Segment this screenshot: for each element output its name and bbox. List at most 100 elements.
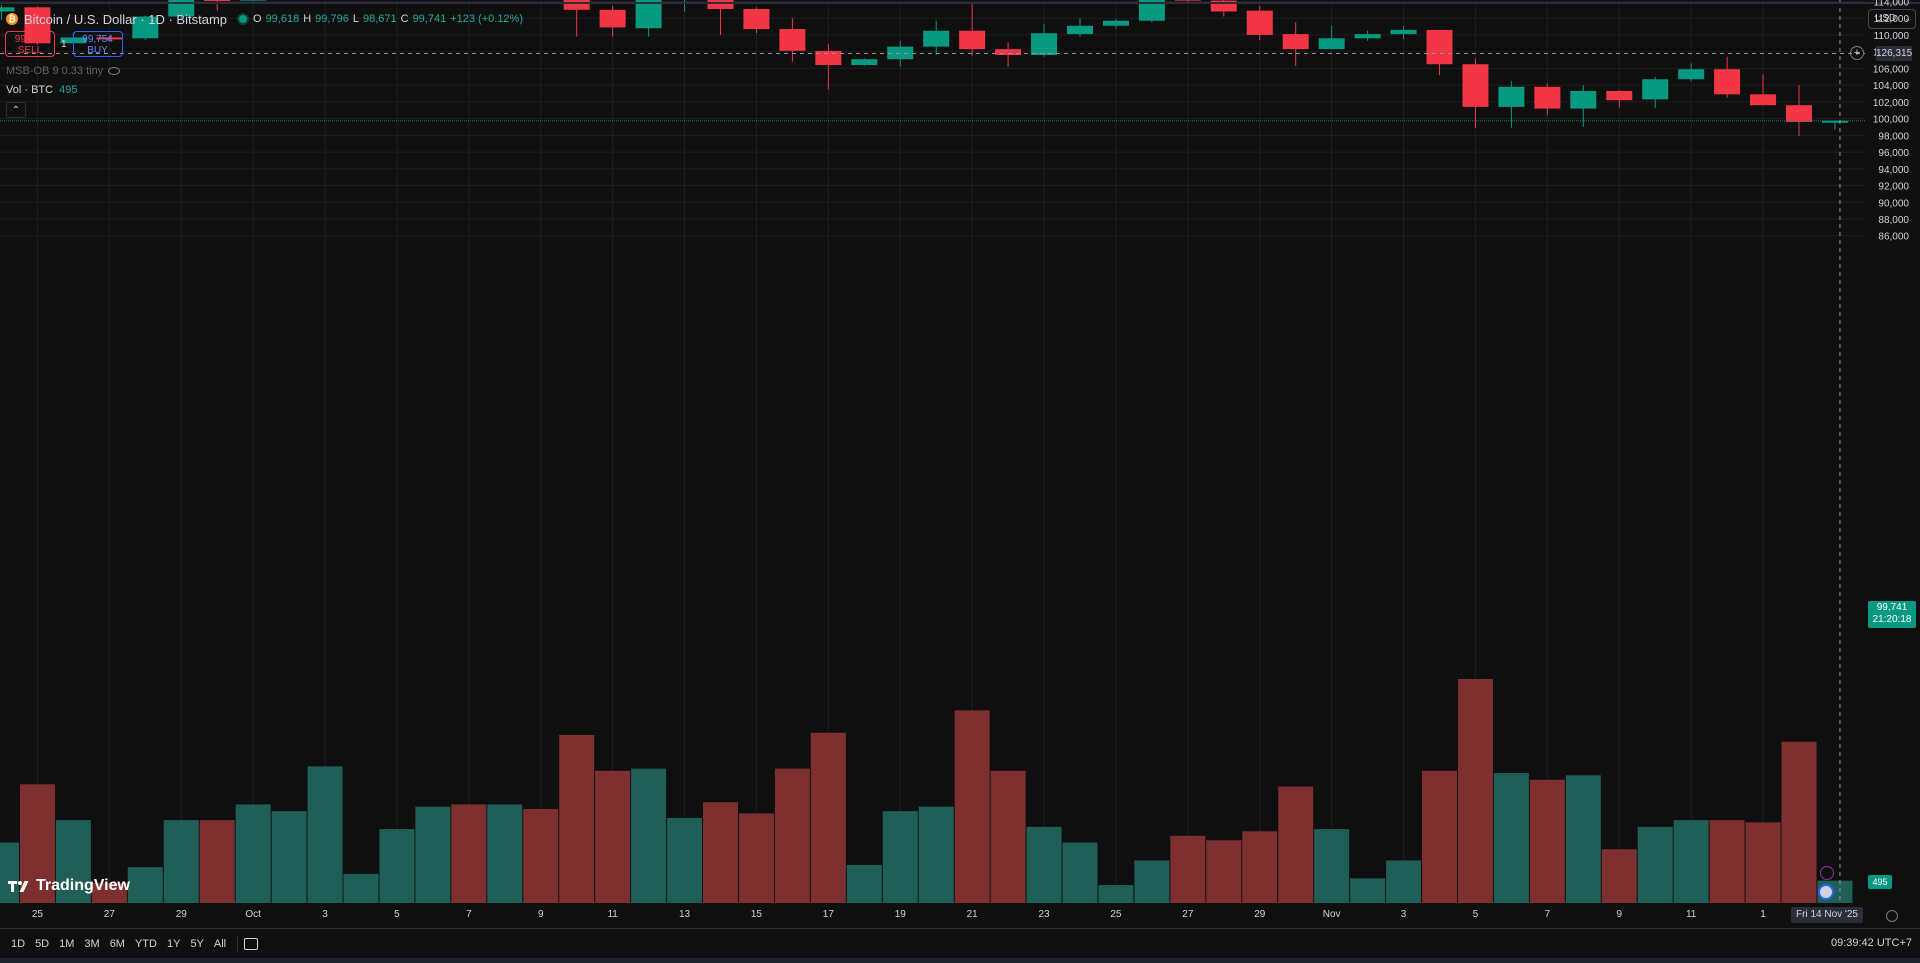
candle-body bbox=[1246, 10, 1273, 35]
candle bbox=[1786, 85, 1812, 137]
currency-select[interactable]: USD ⌄ bbox=[1868, 9, 1916, 29]
period-ytd[interactable]: YTD bbox=[134, 937, 157, 950]
ohlc-open-value: 99,618 bbox=[265, 13, 300, 25]
spread-value: 1 bbox=[61, 38, 67, 50]
candle-body bbox=[96, 37, 123, 40]
candle-body bbox=[1102, 20, 1129, 26]
chevron-down-icon: ⌄ bbox=[1904, 14, 1911, 23]
time-tick-label: 3 bbox=[1401, 909, 1407, 920]
candle-body bbox=[1462, 64, 1489, 107]
indicator-msb-legend[interactable]: MSB-OB 9 0.33 tiny bbox=[6, 65, 121, 77]
period-5y[interactable]: 5Y bbox=[190, 937, 204, 950]
time-tick-label: 15 bbox=[751, 909, 763, 920]
volume-bar bbox=[954, 710, 990, 903]
candle-body bbox=[1534, 86, 1561, 109]
sell-button[interactable]: 99,753 SELL bbox=[5, 31, 55, 57]
buy-label: BUY bbox=[87, 45, 108, 56]
price-tick-label: 104,000 bbox=[1873, 81, 1910, 92]
calendar-icon[interactable] bbox=[244, 937, 259, 950]
eye-hidden-icon[interactable] bbox=[108, 67, 121, 75]
candle-body bbox=[1138, 0, 1165, 21]
candle bbox=[0, 4, 15, 20]
candlesticks bbox=[0, 0, 1848, 137]
volume-bar bbox=[1601, 849, 1637, 903]
volume-bar bbox=[738, 813, 774, 903]
candle-body bbox=[923, 30, 950, 47]
price-tick-label: 92,000 bbox=[1878, 182, 1909, 193]
volume-bar bbox=[774, 768, 810, 903]
us-flag-event-icon[interactable] bbox=[1818, 884, 1834, 900]
symbol-title[interactable]: Bitcoin / U.S. Dollar · 1D · Bitstamp bbox=[24, 11, 227, 27]
candle bbox=[168, 0, 195, 20]
period-3m[interactable]: 3M bbox=[84, 937, 100, 950]
tradingview-wordmark: TradingView bbox=[36, 877, 130, 894]
candle bbox=[1821, 120, 1848, 130]
last-price-value: 99,741 bbox=[1876, 602, 1908, 613]
collapse-legend-button[interactable]: ⌃ bbox=[6, 102, 26, 118]
candle-body bbox=[599, 9, 626, 28]
clock-readout[interactable]: 09:39:42 UTC+7 bbox=[1830, 937, 1912, 949]
volume-bar bbox=[271, 811, 307, 903]
period-all[interactable]: All bbox=[213, 937, 227, 950]
period-1m[interactable]: 1M bbox=[59, 937, 75, 950]
volume-bar bbox=[55, 820, 91, 903]
event-icon[interactable] bbox=[1820, 866, 1834, 880]
ohlc-change: +123 (+0.12%) bbox=[450, 13, 523, 25]
candle bbox=[815, 44, 842, 90]
time-tick-label: 29 bbox=[176, 909, 188, 920]
candle-body bbox=[887, 46, 914, 60]
tradingview-logo[interactable]: TradingView bbox=[8, 877, 130, 895]
period-1y[interactable]: 1Y bbox=[166, 937, 181, 950]
candle-body bbox=[1031, 33, 1058, 56]
candle-body bbox=[240, 0, 267, 1]
candle-body bbox=[168, 0, 195, 17]
sell-label: SELL bbox=[17, 45, 43, 56]
candle bbox=[779, 18, 806, 62]
time-axis: 25 27 29 Oct 3 5 7 9 11 13 15 17 19 21 23 25 27 29 Nov 3 5 7 9… bbox=[32, 909, 1766, 920]
time-tick-label: 1 bbox=[1760, 909, 1766, 920]
candle bbox=[1354, 30, 1381, 41]
indicator-volume-legend[interactable]: Vol · BTC 495 bbox=[6, 84, 77, 96]
volume-bar bbox=[667, 817, 703, 903]
candle-body bbox=[1498, 86, 1525, 107]
candle-body bbox=[1750, 94, 1777, 106]
period-5d[interactable]: 5D bbox=[35, 937, 50, 950]
volume-bar bbox=[1529, 779, 1565, 903]
candle-body bbox=[1354, 34, 1381, 39]
currency-label: USD bbox=[1875, 13, 1897, 24]
candle-body bbox=[779, 29, 806, 51]
crosshair-date-label: Fri 14 Nov '25 bbox=[1791, 907, 1863, 923]
period-6m[interactable]: 6M bbox=[109, 937, 125, 950]
candle bbox=[1714, 56, 1741, 98]
volume-bar bbox=[1098, 885, 1134, 903]
candle-body bbox=[635, 0, 662, 29]
candle bbox=[684, 0, 686, 12]
volume-value: 495 bbox=[59, 84, 78, 96]
axis-settings-icon[interactable] bbox=[1886, 910, 1898, 922]
candle bbox=[1750, 74, 1777, 106]
price-tick-label: 98,000 bbox=[1878, 131, 1909, 142]
buy-button[interactable]: 99,754 BUY bbox=[72, 31, 123, 57]
time-tick-label: Oct bbox=[245, 909, 261, 920]
period-1d[interactable]: 1D bbox=[11, 937, 26, 950]
candle bbox=[1642, 76, 1669, 108]
volume-bar bbox=[1314, 829, 1350, 903]
time-tick-label: 11 bbox=[607, 909, 618, 920]
volume-bar bbox=[1673, 820, 1709, 903]
time-tick-label: 3 bbox=[322, 909, 328, 920]
symbol-header[interactable]: ₿ Bitcoin / U.S. Dollar · 1D · Bitstamp … bbox=[6, 10, 523, 28]
candle-body bbox=[1570, 90, 1597, 109]
time-tick-label: 19 bbox=[895, 909, 907, 920]
add-alert-icon[interactable]: + bbox=[1850, 46, 1864, 60]
volume-bar bbox=[918, 806, 954, 903]
candle bbox=[1606, 90, 1633, 108]
time-tick-label: 5 bbox=[394, 909, 400, 920]
toolbar-divider bbox=[237, 935, 239, 952]
volume-bar bbox=[163, 820, 199, 903]
crosshair-price-label: 126,315 bbox=[1876, 46, 1913, 61]
candle bbox=[707, 0, 734, 35]
price-tick-label: 114,000 bbox=[1874, 0, 1910, 8]
price-tick-label: 100,000 bbox=[1873, 115, 1910, 126]
volume-label: Vol · BTC bbox=[6, 84, 54, 96]
